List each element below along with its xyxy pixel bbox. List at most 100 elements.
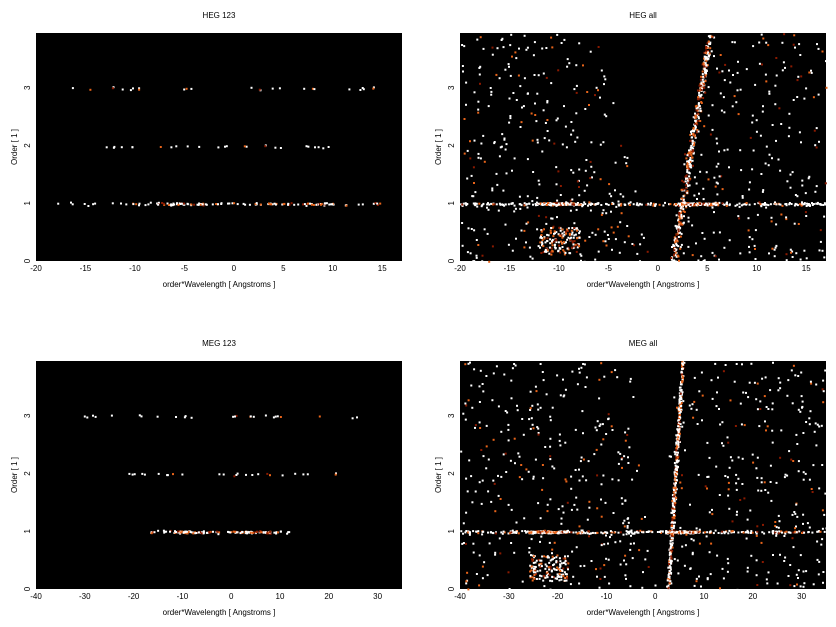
background-cell: [673, 558, 676, 561]
streak-cell: [686, 168, 689, 171]
background-cell: [566, 501, 569, 504]
band-cell: [465, 530, 468, 532]
streak-cell: [671, 500, 674, 502]
background-cell: [767, 571, 770, 574]
background-cell: [794, 46, 796, 49]
streak-cell: [673, 259, 676, 262]
background-cell: [509, 74, 512, 77]
cluster-cell: [557, 250, 560, 253]
background-cell: [563, 105, 565, 108]
background-cell: [714, 185, 717, 188]
streak-cell: [676, 452, 679, 455]
background-cell: [581, 475, 584, 478]
background-cell: [769, 389, 772, 392]
y-tick-label: 3: [23, 413, 32, 418]
band-cell: [165, 530, 168, 533]
streak-cell: [698, 89, 701, 92]
background-cell: [705, 535, 708, 538]
streak-cell: [670, 534, 673, 537]
band-cell: [253, 531, 256, 534]
band-cell: [281, 203, 284, 206]
background-cell: [469, 140, 471, 143]
background-cell: [647, 566, 650, 568]
band-cell: [728, 203, 731, 206]
background-cell: [644, 558, 647, 561]
cluster-cell: [568, 233, 571, 236]
background-cell: [623, 241, 626, 244]
background-cell: [570, 487, 573, 490]
streak-cell: [680, 213, 683, 216]
background-cell: [674, 521, 676, 524]
background-cell: [746, 570, 749, 573]
x-tick-labels: -40 -30 -20 -10 0 10 20 30: [30, 592, 382, 601]
x-tick-label: -20: [128, 592, 140, 601]
x-tick-label: -20: [454, 264, 466, 273]
background-cell: [499, 498, 502, 500]
cluster-cell: [566, 575, 568, 578]
band-peak-cell: [177, 203, 180, 206]
background-cell: [768, 153, 771, 156]
streak-cell: [672, 491, 675, 494]
band-cell: [639, 529, 642, 532]
background-cell: [677, 245, 680, 248]
background-cell: [800, 75, 803, 78]
background-cell: [797, 577, 799, 579]
background-cell: [569, 583, 572, 586]
background-cell: [521, 580, 524, 583]
background-cell: [522, 105, 525, 108]
cluster-cell: [550, 558, 553, 561]
band-cell: [637, 204, 640, 207]
streak-cell: [689, 148, 692, 151]
band-peak-cell: [710, 204, 713, 206]
streak-cell: [679, 386, 682, 389]
y-axis-label: Order [ 1 ]: [10, 457, 19, 493]
background-cell: [773, 248, 776, 251]
band-cell: [138, 88, 141, 91]
streak-cell: [701, 82, 704, 85]
band-cell: [579, 203, 582, 206]
band-cell: [767, 204, 770, 207]
band-peak-cell: [560, 204, 563, 207]
streak-cell: [668, 559, 671, 562]
background-cell: [473, 260, 476, 263]
background-cell: [803, 582, 806, 585]
x-axis-label: order*Wavelength [ Angstroms ]: [163, 280, 276, 289]
band-cell: [798, 203, 801, 206]
background-cell: [573, 222, 576, 225]
streak-cell: [687, 171, 690, 174]
band-cell: [591, 531, 594, 534]
cluster-cell: [559, 565, 562, 568]
background-cell: [560, 42, 563, 44]
streak-cell: [706, 42, 709, 45]
cluster-cell: [569, 239, 572, 242]
band-cell: [217, 533, 220, 536]
streak-cell: [686, 160, 689, 163]
cluster-cell: [576, 229, 578, 232]
background-cell: [543, 137, 546, 140]
background-cell: [747, 229, 750, 232]
band-cell: [629, 201, 632, 204]
streak-cell: [680, 205, 683, 208]
streak-cell: [692, 127, 695, 130]
background-cell: [483, 561, 486, 564]
background-cell: [719, 587, 721, 590]
x-tick-label: 0: [229, 592, 234, 601]
streak-cell: [691, 156, 693, 159]
background-cell: [508, 97, 511, 100]
background-cell: [603, 75, 606, 78]
background-cell: [576, 180, 579, 183]
cluster-cell: [555, 231, 558, 234]
background-cell: [614, 161, 617, 164]
cluster-cell: [530, 569, 533, 572]
background-cell: [702, 187, 705, 190]
background-cell: [605, 212, 608, 215]
band-cell: [132, 87, 134, 90]
background-cell: [751, 168, 754, 171]
background-cell: [764, 73, 767, 76]
streak-cell: [690, 130, 693, 133]
streak-cell: [675, 447, 678, 449]
background-cell: [765, 206, 768, 209]
background-cell: [537, 433, 540, 436]
x-tick-label: 10: [276, 592, 285, 601]
